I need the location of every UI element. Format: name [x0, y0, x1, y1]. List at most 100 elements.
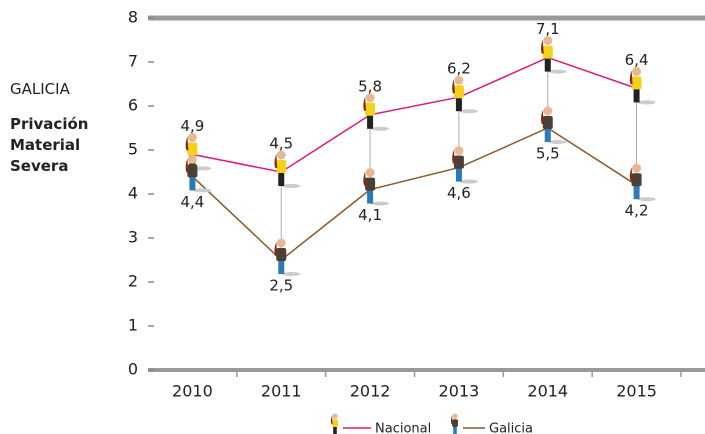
figure-body [631, 173, 642, 187]
figure-body [453, 85, 464, 99]
point-figure [363, 168, 390, 206]
value-label: 2,5 [269, 277, 293, 295]
value-label: 5,5 [536, 145, 560, 163]
point-figure [540, 106, 567, 144]
value-label: 4,1 [358, 206, 382, 224]
figure-shadow [282, 272, 301, 276]
figure-hair [452, 149, 455, 164]
figure-hair [540, 110, 544, 124]
figure-shadow [371, 126, 390, 131]
region-label: GALICIA [10, 80, 70, 98]
figure-head [276, 238, 286, 248]
point-figure [452, 146, 478, 184]
figure-legs [455, 167, 462, 182]
y-tick-label: 3 [128, 228, 138, 247]
figure-hair [450, 415, 453, 424]
point-figure [452, 75, 478, 114]
figure-head [543, 36, 553, 46]
figure-legs [367, 114, 374, 129]
figure-head [365, 93, 375, 103]
figure-shadow [282, 184, 301, 188]
value-label: 6,4 [625, 51, 649, 69]
legend-label: Galicia [489, 422, 533, 434]
y-tick-label: 2 [128, 272, 138, 291]
figure-head [454, 146, 464, 156]
point-figure [274, 238, 301, 276]
figure-legs [453, 426, 457, 434]
y-tick-label: 5 [128, 140, 138, 159]
figure-hair [274, 154, 278, 168]
figure-legs [544, 128, 551, 142]
legend-label: Nacional [375, 422, 431, 434]
figure-body [453, 155, 464, 169]
figure-head [187, 132, 197, 142]
figure-legs [333, 426, 337, 434]
figure-body [365, 102, 376, 116]
point-figure [629, 163, 656, 202]
figure-legs [633, 185, 640, 200]
figure-legs [633, 88, 640, 103]
figure-head [632, 163, 642, 173]
figure-head [332, 413, 338, 419]
figure-hair [185, 136, 189, 151]
figure-body [187, 142, 198, 156]
figure-shadow [459, 109, 478, 114]
series-line [192, 56, 637, 173]
figure-head [452, 413, 458, 419]
figure-legs [278, 260, 285, 274]
figure-body [452, 419, 458, 427]
x-tick-label: 2010 [172, 382, 213, 401]
point-figure [629, 66, 656, 105]
figure-hair [629, 167, 633, 182]
figure-body [276, 248, 287, 261]
series-line [191, 127, 637, 261]
figure-legs [455, 97, 462, 112]
value-label: 4,6 [447, 184, 471, 202]
chart-title: Privación Material Severa [10, 115, 89, 175]
figure-legs [544, 57, 551, 72]
value-label: 6,2 [447, 60, 471, 78]
figure-head [187, 154, 197, 164]
value-label: 4,4 [180, 193, 204, 211]
figure-body [187, 164, 198, 178]
point-figure [540, 36, 567, 74]
y-tick-label: 1 [128, 316, 138, 335]
legend-icon [450, 413, 466, 434]
figure-head [276, 150, 286, 160]
figure-body [542, 116, 553, 129]
figure-body [631, 76, 642, 90]
figure-head [454, 75, 464, 85]
figure-legs [278, 172, 285, 186]
figure-shadow [637, 197, 656, 202]
figure-hair [274, 242, 278, 256]
x-tick-label: 2013 [439, 382, 480, 401]
figure-head [365, 168, 375, 178]
figure-shadow [193, 188, 212, 193]
value-label: 4,5 [269, 135, 293, 153]
figure-shadow [459, 179, 478, 184]
x-tick-label: 2014 [527, 382, 568, 401]
x-tick-label: 2012 [350, 382, 391, 401]
point-figure [274, 150, 301, 188]
figure-hair [629, 70, 633, 85]
figure-head [632, 66, 642, 76]
figure-hair [363, 171, 367, 186]
point-figure [185, 154, 212, 193]
y-tick-label: 4 [128, 184, 138, 203]
figure-hair [452, 79, 455, 94]
legend-icon [330, 413, 346, 434]
figure-legs [367, 189, 374, 204]
y-tick-label: 8 [128, 8, 138, 27]
figure-head [543, 106, 553, 116]
value-label: 4,2 [625, 202, 649, 220]
y-tick-label: 7 [128, 52, 138, 71]
figure-body [542, 45, 553, 59]
y-tick-label: 6 [128, 96, 138, 115]
x-tick-label: 2011 [261, 382, 302, 401]
value-label: 7,1 [536, 20, 560, 38]
value-label: 5,8 [358, 77, 382, 95]
figure-shadow [371, 201, 390, 206]
point-figure [363, 93, 390, 131]
